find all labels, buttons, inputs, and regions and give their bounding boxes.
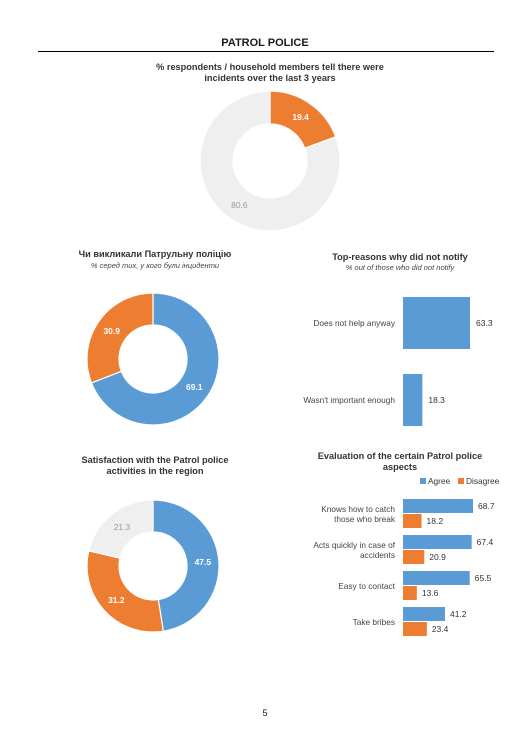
eval-category-1-line-0: Acts quickly in case of: [313, 540, 395, 550]
pie3-slice-0: [152, 499, 220, 632]
pie1-label-1: 80.6: [231, 200, 248, 210]
eval-bar-2-agree: [403, 571, 470, 585]
pie2-slice-1: [86, 292, 154, 384]
header-rule: [38, 51, 494, 52]
chart3-subtitle: % out of those who did not notify: [345, 263, 455, 272]
eval-value-2-agree: 65.5: [475, 573, 492, 583]
chart5-title-line1: Evaluation of the certain Patrol police: [317, 451, 483, 461]
pie1-label-0: 19.4: [292, 112, 309, 122]
eval-bar-3-disagree: [403, 622, 427, 636]
eval-bar-1-agree: [403, 535, 472, 549]
eval-category-1-line-1: accidents: [360, 550, 395, 560]
pie3-slice-1: [86, 550, 165, 633]
bar-chart-reasons: Does not help anyway 63.3 Wasn't important…: [303, 297, 493, 426]
chart4-title-line2: activities in the region: [106, 466, 204, 476]
reasons-category-0: Does not help anyway: [313, 318, 395, 328]
eval-category-3-line-0: Take bribes: [353, 617, 395, 627]
eval-value-2-disagree: 13.6: [422, 588, 439, 598]
chart5-title: Evaluation of the certain Patrol police …: [290, 451, 510, 473]
page-header: PATROL POLICE: [221, 37, 309, 49]
chart1-title-line1: % respondents / household members tell t…: [156, 62, 384, 72]
eval-value-0-agree: 68.7: [478, 501, 495, 511]
eval-bar-0-disagree: [403, 514, 422, 528]
pie2-label-1: 30.9: [103, 326, 120, 336]
bar-chart-evaluation: Agree Disagree 68.7 18.2 Knows how to catcht…: [313, 476, 500, 636]
pie-chart-called-police: 69.1 30.9: [86, 292, 220, 426]
eval-value-1-agree: 67.4: [477, 537, 494, 547]
pie3-label-2: 21.3: [114, 522, 131, 532]
chart4-title: Satisfaction with the Patrol police acti…: [60, 455, 250, 477]
chart4-title-line1: Satisfaction with the Patrol police: [81, 455, 229, 465]
reasons-category-1: Wasn't important enough: [303, 395, 395, 405]
pie2-label-0: 69.1: [186, 382, 203, 392]
pie3-label-0: 47.5: [195, 557, 212, 567]
eval-value-0-disagree: 18.2: [427, 516, 444, 526]
eval-bar-0-agree: [403, 499, 473, 513]
reasons-bar-1: [403, 374, 423, 426]
eval-value-1-disagree: 20.9: [429, 552, 446, 562]
pie3-slice-2: [88, 499, 154, 559]
reasons-value-1: 18.3: [428, 395, 445, 405]
eval-category-0-line-1: those who break: [334, 514, 396, 524]
legend-swatch-0: [420, 478, 426, 484]
legend-label-1: Disagree: [466, 476, 500, 486]
eval-bar-1-disagree: [403, 550, 425, 564]
legend-label-0: Agree: [428, 476, 451, 486]
pie-chart-satisfaction: 47.5 31.2 21.3: [86, 499, 220, 633]
eval-value-3-disagree: 23.4: [432, 624, 449, 634]
pie2-slice-0: [90, 292, 220, 426]
eval-bar-2-disagree: [403, 586, 417, 600]
pie-chart-incidents: 19.4 80.6: [199, 90, 341, 232]
pie3-label-1: 31.2: [108, 595, 125, 605]
reasons-bar-0: [403, 297, 470, 349]
legend-swatch-1: [458, 478, 464, 484]
chart1-title: % respondents / household members tell t…: [120, 62, 420, 84]
eval-bar-3-agree: [403, 607, 445, 621]
chart5-title-line2: aspects: [382, 462, 418, 472]
chart2-title: Чи викликали Патрульну поліцію: [78, 249, 232, 259]
eval-value-3-agree: 41.2: [450, 609, 467, 619]
reasons-value-0: 63.3: [476, 318, 493, 328]
chart2-subtitle: % серед тих, у кого були інциденти: [90, 261, 220, 270]
chart1-title-line2: incidents over the last 3 years: [204, 73, 336, 83]
pie1-slice-1: [199, 90, 341, 232]
chart3-title: Top-reasons why did not notify: [332, 252, 468, 262]
eval-category-2-line-0: Easy to contact: [338, 581, 395, 591]
eval-category-0-line-0: Knows how to catch: [321, 504, 395, 514]
page-number: 5: [262, 708, 268, 718]
